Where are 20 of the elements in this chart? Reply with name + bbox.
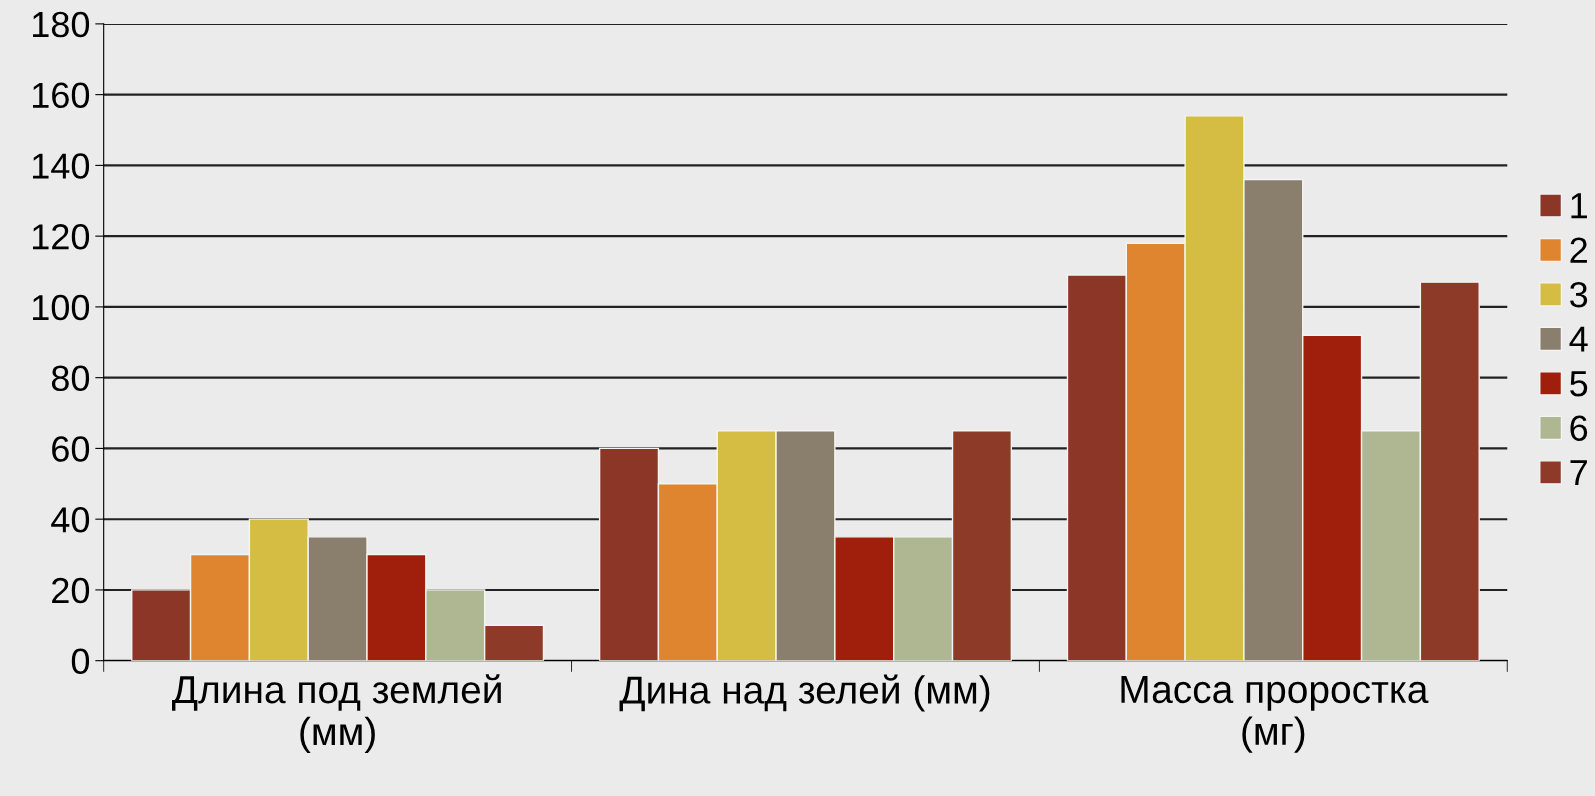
y-tick-label: 80 [51, 365, 90, 392]
y-tick-label: 180 [32, 11, 90, 38]
y-tick-label: 100 [32, 294, 90, 321]
y-tick-label: 120 [32, 224, 90, 250]
x-tick-label: Масса проростка (мг) [1121, 676, 1429, 753]
x-tick-label: Длина под землей (мм) [172, 674, 501, 754]
y-tick-label: 160 [32, 82, 90, 109]
y-tick-label: 60 [52, 436, 90, 462]
legend-label: 6 [1570, 415, 1588, 441]
y-tick-label: 40 [51, 507, 90, 533]
legend-label: 2 [1570, 237, 1587, 263]
legend-label: 4 [1569, 326, 1588, 352]
x-tick-label: Дина над зелей (мм) [619, 674, 990, 712]
legend-label: 5 [1570, 371, 1588, 397]
y-tick-label: 0 [71, 648, 90, 675]
legend-label: 7 [1570, 460, 1587, 486]
legend-label: 1 [1571, 193, 1587, 219]
y-tick-label: 20 [52, 577, 90, 604]
y-tick-label: 140 [32, 153, 90, 179]
legend-label: 3 [1570, 281, 1588, 308]
